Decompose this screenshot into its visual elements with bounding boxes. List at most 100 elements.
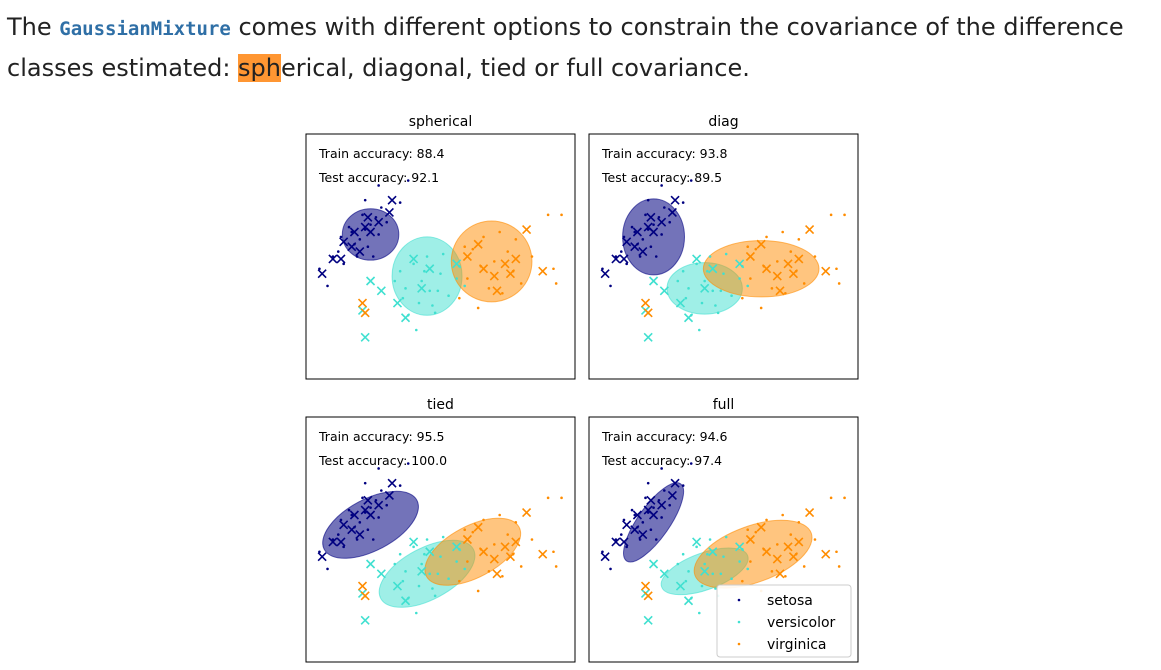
train-point (347, 508, 351, 512)
train-point (439, 555, 442, 558)
train-point (644, 213, 647, 217)
test-point (328, 537, 338, 547)
test-point (500, 259, 510, 269)
train-point (506, 250, 510, 253)
train-point (398, 269, 402, 273)
train-point (398, 201, 402, 204)
intro-prefix: The (7, 13, 60, 41)
search-highlight: sph (238, 54, 281, 82)
test-point (735, 542, 745, 552)
train-point (837, 565, 841, 568)
train-point (514, 238, 518, 241)
train-accuracy-label: Train accuracy: 95.5 (318, 429, 444, 444)
test-point (425, 264, 435, 274)
test-point (683, 596, 694, 606)
legend-marker (737, 642, 741, 646)
train-point (377, 233, 380, 236)
train-point (703, 279, 706, 283)
train-point (689, 462, 693, 465)
train-point (466, 560, 469, 563)
train-point (695, 545, 698, 549)
test-point (462, 251, 472, 262)
test-point (619, 537, 629, 547)
train-point (350, 513, 354, 517)
train-point (609, 567, 612, 571)
train-point (829, 213, 833, 217)
class-name-code: GaussianMixture (59, 18, 231, 40)
test-point (538, 549, 548, 559)
virginica-gaussian-ellipse (424, 517, 522, 586)
train-point (431, 587, 434, 590)
train-point (837, 282, 841, 285)
train-point (695, 262, 698, 266)
train-point (711, 572, 715, 576)
train-point (560, 496, 563, 500)
test-point (783, 259, 793, 269)
test-point (360, 308, 370, 318)
train-point (560, 213, 563, 217)
train-point (741, 579, 744, 583)
test-point (473, 522, 483, 532)
train-point (482, 235, 485, 239)
legend-label: versicolor (767, 615, 836, 631)
test-accuracy-label: Test accuracy: 92.1 (318, 170, 439, 185)
train-point (425, 538, 429, 541)
train-point (630, 508, 634, 512)
train-point (501, 291, 504, 295)
test-point (417, 566, 427, 576)
test-point (538, 266, 548, 276)
test-point (638, 247, 648, 257)
train-point (530, 255, 534, 258)
train-point (369, 223, 372, 226)
train-point (423, 269, 426, 273)
train-point (377, 516, 380, 519)
train-point (380, 206, 383, 209)
train-point (730, 294, 733, 297)
train-point (385, 503, 388, 507)
test-point (336, 254, 346, 264)
train-point (681, 552, 685, 556)
test-point (365, 227, 376, 237)
test-point (360, 615, 370, 625)
test-point (355, 247, 365, 257)
train-point (436, 572, 440, 576)
train-point (770, 570, 774, 573)
train-point (414, 611, 418, 615)
test-point (783, 542, 793, 552)
train-point (676, 562, 680, 566)
test-point (772, 554, 782, 564)
test-point (400, 313, 411, 323)
legend-marker (737, 620, 741, 624)
train-point (719, 289, 723, 293)
legend-box (716, 584, 852, 658)
test-point (761, 264, 772, 274)
train-point (514, 521, 518, 524)
train-point (498, 230, 501, 234)
test-accuracy-label: Test accuracy: 89.5 (601, 170, 722, 185)
train-point (684, 296, 688, 300)
virginica-gaussian-ellipse (450, 220, 533, 303)
setosa-gaussian-ellipse (322, 490, 419, 559)
train-point (412, 545, 415, 549)
train-point (706, 269, 709, 273)
test-point (409, 537, 419, 547)
train-point (336, 250, 340, 253)
train-point (681, 269, 685, 273)
test-point (630, 242, 640, 252)
train-point (697, 328, 701, 332)
train-point (829, 496, 833, 500)
test-point (667, 490, 677, 500)
test-point (328, 254, 338, 264)
test-point (452, 259, 462, 269)
train-point (724, 252, 728, 256)
train-point (428, 572, 432, 576)
train-point (619, 533, 623, 536)
train-point (406, 462, 410, 465)
test-point (632, 227, 642, 237)
test-point (775, 569, 785, 579)
train-point (369, 506, 372, 509)
train-point (700, 301, 704, 305)
train-point (554, 282, 558, 285)
test-point (376, 569, 386, 579)
train-point (554, 565, 558, 568)
